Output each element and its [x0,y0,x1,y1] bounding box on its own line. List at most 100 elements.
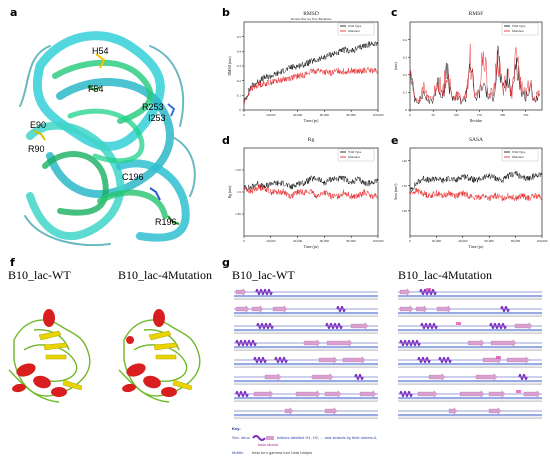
x-tick-label: 50 [431,113,435,117]
y-tick-label: 0.3 [237,64,242,68]
beta-strand [459,390,485,398]
y-tick-label: 0.1 [403,91,408,95]
residue-numbers [398,400,542,402]
alpha-helix [255,288,273,296]
sasa-chart: SASA 0 20,000 40,000 60,000 80,000 100,000 120 1… [394,137,548,249]
series-line-mutation [409,44,540,104]
y-tick-label: 130 [402,184,407,188]
residue-numbers [234,366,378,368]
key-helix-text: helices labelled H1, H2, ... and strands… [277,435,378,440]
beta-strand [490,339,517,347]
x-tick-label: 40,000 [293,239,303,244]
sequence-letters [398,346,542,349]
panel-letter-g: g [222,256,230,269]
x-tick-label: 60,000 [320,239,330,244]
beta-strand [350,322,369,330]
residue-numbers [234,349,378,351]
series-line-mutation [409,187,543,202]
sequence-letters [398,329,542,332]
x-tick-label: 20,000 [266,239,276,244]
alpha-helix [399,339,421,347]
sequence-letters [398,414,542,417]
beta-strand [303,339,321,347]
mutation-highlight [426,288,431,291]
alpha-helix [354,373,364,381]
series-line-mutation [243,66,379,104]
beta-strand [324,390,342,398]
series-line-wild-type [243,175,379,192]
y-tick-label: 0 [239,108,241,112]
y-tick-label: 1.9 [237,190,242,194]
chart-frame [409,147,543,237]
mutation-secondary-structure-map [398,288,542,419]
chart-subtitle: Protein after lsq fit to Backbone [291,17,332,21]
y-tick-label: 140 [402,159,407,163]
panel-letter-f: f [10,256,15,269]
residue-label-e90: E90 [30,120,47,130]
beta-strand [324,407,338,415]
x-tick-label: 60,000 [485,239,495,244]
residue-label-f54: F54 [88,84,104,94]
x-tick-label: 0 [243,239,245,243]
beta-strand [399,305,414,313]
residue-label-h54: H54 [92,46,109,56]
alpha-helix [235,390,249,398]
y-axis-label: (nm) [394,62,398,70]
legend-entry: Wild Type [512,24,526,28]
alpha-helix [500,305,510,313]
beta-strand [448,407,458,415]
beta-strand [428,373,446,381]
x-tick-label: 100 [454,113,459,117]
residue-numbers [234,383,378,385]
x-axis-label: Time (ps) [304,119,319,123]
x-tick-label: 80,000 [511,239,521,244]
legend-entry: Mutation [512,29,524,33]
y-tick-label: 0.5 [237,35,242,39]
residue-numbers [234,298,378,300]
residue-label-i253: I253 [148,113,166,123]
x-tick-label: 20,000 [266,113,276,118]
beta-strand [436,305,452,313]
residue-label-r196: R196 [155,217,177,227]
beta-strand [264,373,282,381]
residue-numbers [398,349,542,351]
y-axis-label: Rg (nm) [228,185,232,198]
residue-numbers [234,315,378,317]
x-tick-label: 40,000 [293,113,303,118]
y-tick-label: 0 [405,108,407,112]
mutation-cartoon-image [112,300,214,410]
legend-entry: Mutation [512,155,524,159]
sequence-letters [234,363,378,366]
sequence-letters [234,329,378,332]
x-tick-label: 0 [243,113,245,117]
sequence-letters [398,397,542,400]
x-tick-label: 200 [500,113,505,117]
y-tick-label: 0.3 [403,55,408,59]
x-tick-label: 0 [409,239,411,243]
beta-strand [523,390,541,398]
alpha-helix [253,356,267,364]
sec-struc-label: Sec. struc. [232,435,251,440]
beta-strand [235,305,250,313]
residue-label-c196: C196 [122,172,144,182]
key-label: Key: [232,426,241,431]
panel-letter-b: b [222,6,230,19]
rmsf-chart: RMSF 0 50 100 150 200 250 0 0.1 0.2 0.3 0.4 Residue (… [394,11,543,123]
x-tick-label: 60,000 [320,113,330,118]
legend-entry: Wild Type [348,150,362,154]
beta-strand [326,339,353,347]
alpha-helix [518,373,528,381]
alpha-helix [438,356,452,364]
y-tick-label: 0.2 [403,73,408,77]
legend-box [501,148,539,162]
chart-title: RMSF [469,11,484,17]
beta-strand [488,407,502,415]
residue-numbers [398,298,542,300]
alpha-helix [420,322,438,330]
residue-numbers [234,417,378,419]
x-tick-label: 20,000 [432,239,442,244]
sequence-letters [234,380,378,383]
y-axis-label: Area (nm²) [394,183,398,201]
x-tick-label: 150 [477,113,482,117]
sequence-letters [234,397,378,400]
